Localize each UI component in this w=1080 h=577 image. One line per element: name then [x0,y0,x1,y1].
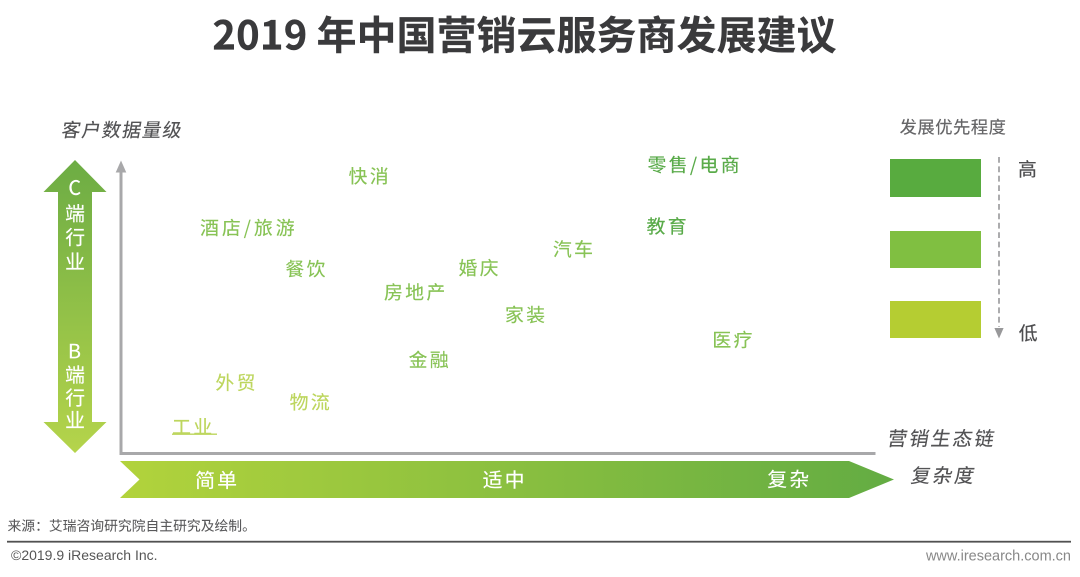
svg-text:©2019.9 iResearch Inc.: ©2019.9 iResearch Inc. [11,547,158,563]
svg-text:www.iresearch.com.cn: www.iresearch.com.cn [925,549,1071,565]
